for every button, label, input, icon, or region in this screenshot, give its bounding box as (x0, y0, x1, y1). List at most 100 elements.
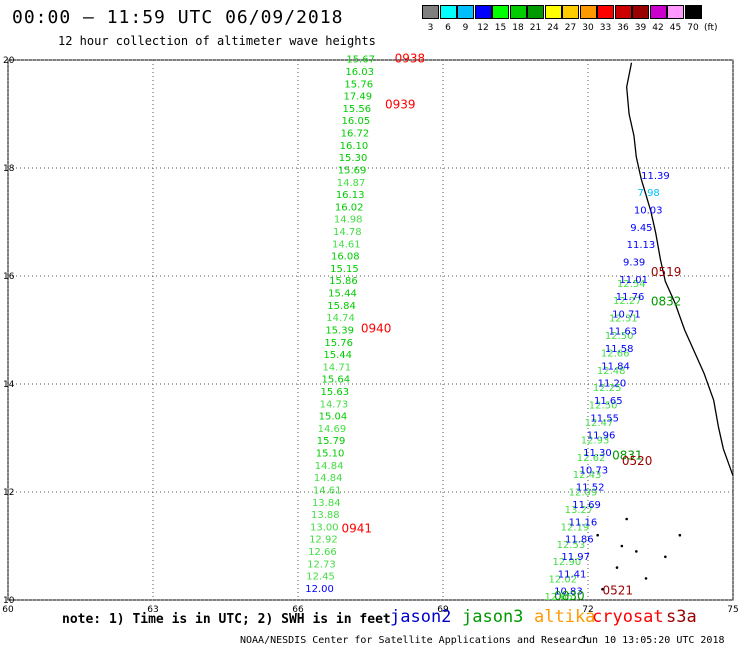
swh-value-west: 16.03 (345, 67, 374, 78)
scale-swatch (579, 5, 597, 19)
swh-value-east: 11.39 (641, 171, 670, 182)
scale-swatch (562, 5, 579, 19)
island-dot (625, 517, 628, 521)
scale-label: 18 (512, 23, 524, 33)
swh-value-west: 14.84 (314, 473, 343, 484)
scale-swatch (597, 5, 614, 19)
swh-value-west: 14.61 (332, 239, 361, 250)
swh-value-green: 12.65 (545, 592, 574, 603)
swh-value-west: 15.10 (316, 449, 345, 460)
swh-value-west: 12.00 (305, 584, 334, 595)
map-frame (7, 59, 734, 601)
pass-time-label: 0520 (622, 454, 653, 468)
generation-timestamp: Jun 10 13:05:20 UTC 2018 (580, 635, 725, 646)
legend-item-jason2: jason2 (390, 607, 452, 627)
swh-value-east: 9.45 (630, 223, 652, 234)
footnote: note: 1) Time is in UTC; 2) SWH is in fe… (62, 612, 391, 627)
swh-value-west: 14.61 (313, 485, 342, 496)
scale-label: 70 (687, 23, 699, 33)
swh-value-west: 13.84 (312, 498, 341, 509)
swh-value-west: 12.45 (306, 572, 335, 583)
swh-value-west: 15.56 (343, 104, 372, 115)
island-dot (596, 533, 599, 537)
swh-value-west: 14.71 (322, 362, 351, 373)
scale-label: 33 (599, 23, 612, 33)
swh-value-green: 12.19 (561, 522, 590, 533)
legend-item-cryosat: cryosat (592, 607, 664, 627)
pass-time-label: 0938 (395, 52, 426, 66)
swh-value-east: 11.20 (598, 379, 627, 390)
swh-value-west: 16.13 (336, 190, 365, 201)
pass-time-label: 0832 (651, 295, 682, 309)
swh-value-west: 14.78 (333, 227, 362, 238)
swh-value-east: 11.84 (601, 361, 630, 372)
swh-value-east: 10.73 (580, 465, 609, 476)
island-dot (620, 544, 624, 548)
island-dot (678, 533, 682, 537)
credit-line: NOAA/NESDIS Center for Satellite Applica… (240, 635, 590, 646)
lat-tick-label: 10 (3, 596, 15, 606)
pass-time-label: 0831 (612, 449, 643, 463)
scale-label: 42 (652, 23, 664, 33)
swh-value-west: 15.30 (339, 153, 368, 164)
swh-value-east: 11.96 (587, 431, 616, 442)
lon-tick-label: 75 (727, 605, 738, 615)
map-subtitle: 12 hour collection of altimeter wave hei… (58, 34, 376, 48)
swh-value-west: 16.72 (341, 129, 370, 140)
swh-value-west: 13.88 (311, 510, 340, 521)
swh-value-east: 11.30 (583, 448, 612, 459)
swh-value-east: 10.03 (634, 205, 663, 216)
scale-swatch (422, 5, 439, 19)
swh-value-green: 12.47 (585, 418, 614, 429)
swh-value-green: 12.93 (581, 435, 610, 446)
island-dot (615, 566, 619, 569)
swh-value-green: 12.02 (549, 575, 578, 586)
swh-value-green: 12.25 (593, 383, 622, 394)
swh-value-east: 11.86 (565, 535, 594, 546)
swh-value-west: 14.87 (337, 178, 366, 189)
swh-value-green: 12.62 (577, 453, 606, 464)
pass-time-label: 0940 (361, 322, 392, 336)
scale-label: 9 (462, 23, 469, 33)
swh-value-west: 16.10 (340, 141, 369, 152)
scale-swatch (439, 5, 457, 19)
scale-label: 45 (669, 23, 682, 33)
island-dot (635, 550, 638, 553)
swh-value-west: 15.67 (346, 55, 375, 66)
swh-value-west: 15.79 (317, 436, 346, 447)
swh-value-east: 7.98 (638, 188, 660, 199)
lat-tick-label: 18 (3, 164, 15, 174)
swh-value-east: 10.71 (612, 309, 641, 320)
scale-swatch (614, 5, 632, 19)
island-dot (644, 577, 648, 580)
swh-value-west: 14.73 (320, 399, 349, 410)
swh-value-east: 11.41 (558, 569, 587, 580)
lon-tick-label: 60 (2, 605, 14, 615)
scale-label: 21 (529, 23, 542, 33)
lat-tick-label: 12 (3, 488, 14, 498)
swh-value-west: 12.73 (307, 559, 336, 570)
swh-value-west: 15.69 (338, 165, 367, 176)
swh-value-green: 12.66 (601, 348, 630, 359)
swh-value-west: 16.05 (342, 116, 371, 127)
swh-value-green: 12.50 (605, 331, 634, 342)
swh-value-west: 16.08 (331, 252, 360, 263)
lon-tick-label: 72 (582, 605, 593, 615)
swh-value-east: 9.39 (623, 257, 645, 268)
lat-tick-label: 20 (3, 56, 15, 66)
scale-swatch (509, 5, 527, 19)
swh-value-east: 11.55 (590, 413, 619, 424)
swh-value-east: 11.63 (609, 327, 638, 338)
pass-time-label: 0521 (603, 584, 634, 598)
lat-tick-label: 14 (3, 380, 15, 390)
scale-label: 30 (582, 23, 594, 33)
swh-value-green: 12.50 (589, 401, 618, 412)
scale-swatch (667, 5, 684, 19)
scale-swatch (492, 5, 509, 19)
swh-value-east: 11.97 (561, 552, 590, 563)
swh-value-west: 15.15 (330, 264, 359, 275)
swh-value-west: 15.39 (325, 325, 354, 336)
swh-value-west: 15.64 (321, 375, 350, 386)
swh-value-green: 12.31 (609, 314, 638, 325)
swh-value-green: 13.27 (565, 505, 594, 516)
